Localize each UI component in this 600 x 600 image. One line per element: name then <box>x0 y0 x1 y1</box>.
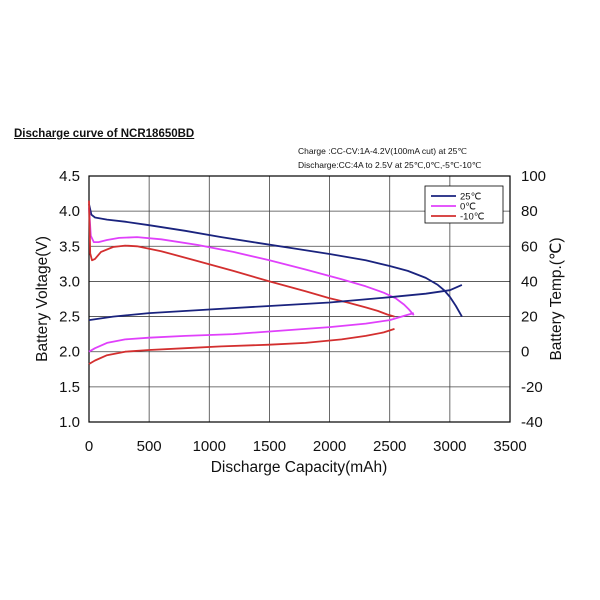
x-tick-label: 1000 <box>193 438 226 455</box>
tick-labels: 0 500 1000 1500 2000 2500 3000 35001.01.52.02.5… <box>59 168 546 455</box>
y2-tick-label: 100 <box>521 168 546 185</box>
y2-tick-label: 60 <box>521 238 538 255</box>
series-lines <box>88 200 463 365</box>
x-tick-label: 500 <box>137 438 162 455</box>
series-line <box>88 328 395 365</box>
y-tick-label: 2.0 <box>59 344 80 361</box>
legend-label: 25℃ <box>460 192 482 203</box>
y-tick-label: 4.0 <box>59 203 80 220</box>
x-tick-label: 2000 <box>313 438 346 455</box>
y-tick-label: 4.5 <box>59 168 80 185</box>
y-tick-label: 2.5 <box>59 309 80 326</box>
legend-label: -10℃ <box>460 212 485 223</box>
y2-tick-label: -20 <box>521 379 543 396</box>
grid <box>89 176 510 422</box>
y-tick-label: 3.0 <box>59 273 80 290</box>
legend-label: 0℃ <box>460 202 476 213</box>
x-tick-label: 3000 <box>433 438 466 455</box>
legend: 25℃0℃-10℃ <box>424 185 504 224</box>
x-axis-label: Discharge Capacity(mAh) <box>211 459 388 476</box>
charge-condition-note: Charge :CC-CV:1A-4.2V(100mA cut) at 25℃ <box>298 146 467 156</box>
series-line <box>88 312 415 353</box>
y-axis-label: Battery Voltage(V) <box>34 236 51 362</box>
x-tick-label: 0 <box>85 438 93 455</box>
series-line <box>88 207 415 316</box>
x-tick-label: 2500 <box>373 438 406 455</box>
y2-tick-label: 20 <box>521 309 538 326</box>
y2-tick-label: 0 <box>521 344 529 361</box>
discharge-condition-note: Discharge:CC:4A to 2.5V at 25℃,0℃,-5℃-10… <box>298 160 482 170</box>
y2-axis-label: Battery Temp.(℃) <box>548 237 565 360</box>
y2-tick-label: 80 <box>521 203 538 220</box>
chart-title: Discharge curve of NCR18650BD <box>14 128 195 140</box>
legend-box <box>424 185 504 224</box>
plot-frame <box>88 175 511 423</box>
x-tick-label: 1500 <box>253 438 286 455</box>
y-tick-label: 1.0 <box>59 414 80 431</box>
y-tick-label: 1.5 <box>59 379 80 396</box>
series-line <box>88 200 395 318</box>
x-tick-label: 3500 <box>493 438 526 455</box>
y2-tick-label: 40 <box>521 273 538 290</box>
y2-tick-label: -40 <box>521 414 543 431</box>
series-line <box>88 203 463 318</box>
y-tick-label: 3.5 <box>59 238 80 255</box>
series-line <box>88 284 463 321</box>
